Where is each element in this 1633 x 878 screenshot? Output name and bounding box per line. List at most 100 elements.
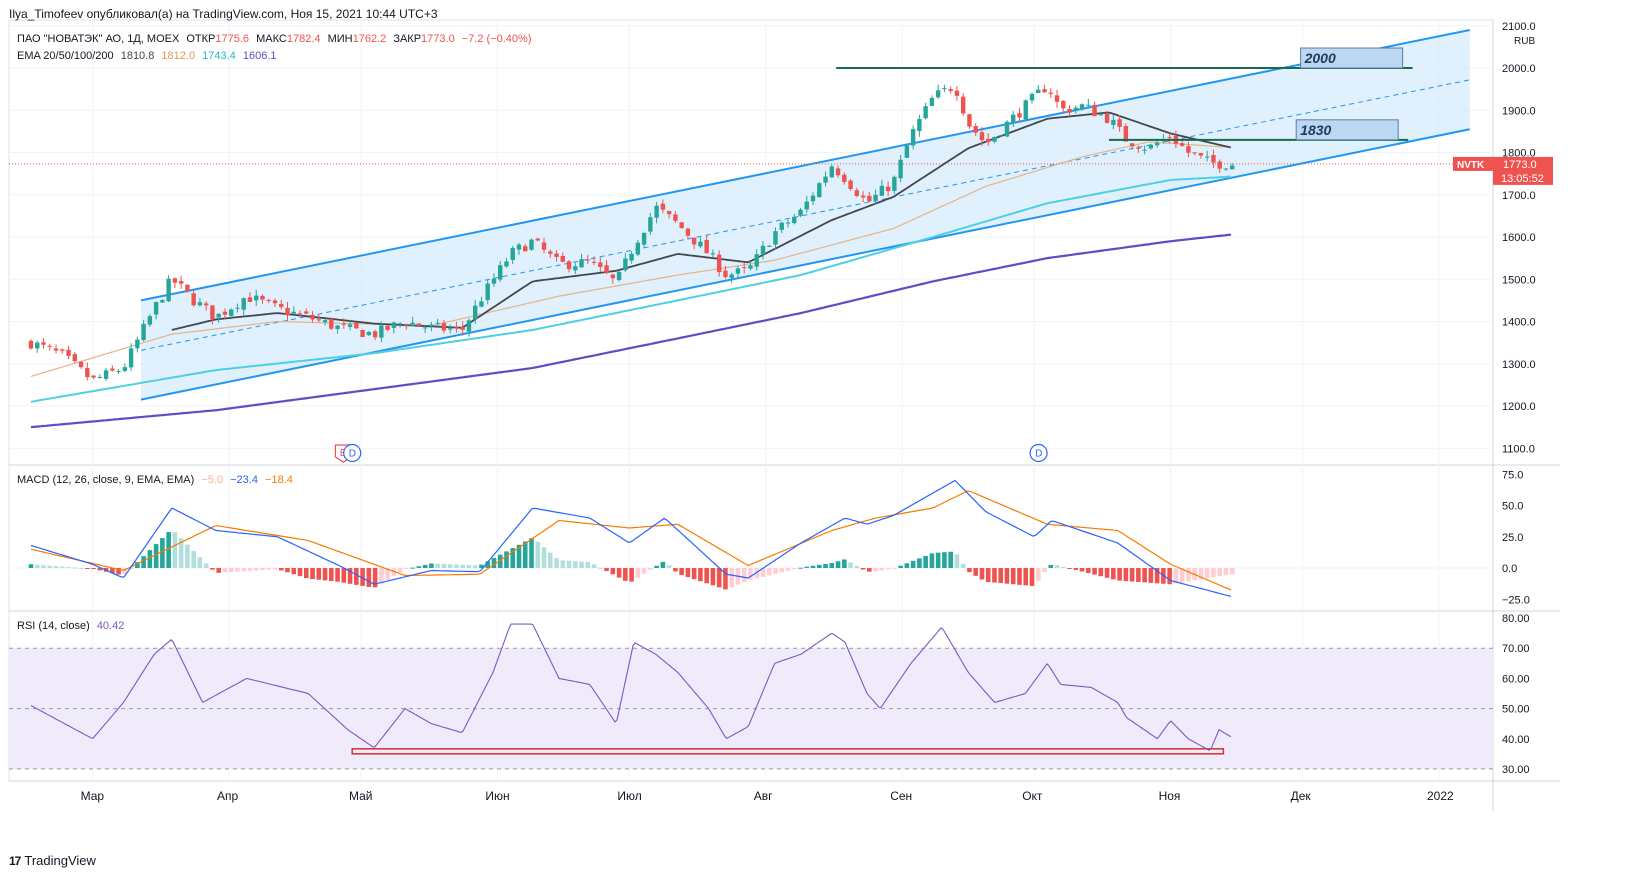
candle-body [998,135,1003,137]
macd-histogram-bar [160,538,165,568]
macd-histogram-bar [892,568,897,569]
candle [266,298,271,304]
macd-histogram-bar [1223,568,1229,576]
candle [1011,110,1016,128]
candle-body [523,246,528,252]
macd-histogram-bar [985,568,991,582]
candle-body [973,125,978,133]
candle-body [673,214,678,221]
macd-histogram-bar [848,562,853,568]
rsi-axis-label: 50.00 [1502,704,1530,716]
candle [153,301,159,320]
candle-body [141,323,146,341]
macd-axis-label: 25.0 [1502,532,1523,544]
macd-histogram-bar [654,565,659,568]
macd-histogram-bar [835,561,841,568]
candle-body [1136,147,1141,149]
candle [385,325,390,332]
dividend-marker-icon[interactable]: D [1029,443,1048,463]
candle-body [103,370,109,379]
candle [829,164,834,178]
symbol-legend[interactable]: ПАО "НОВАТЭК" АО, 1Д, MOEX ОТКР1775.6 МА… [17,33,535,45]
macd-axis-label: 0.0 [1502,563,1517,575]
macd-histogram-bar [34,564,40,568]
candle [1230,163,1235,170]
macd-histogram-bar [704,568,709,584]
macd-histogram-bar [316,568,322,580]
macd-histogram-bar [760,568,766,577]
candle [904,143,910,159]
candle-body [541,242,547,250]
candle [229,308,234,320]
level-box-1830 [1295,119,1399,141]
candle [1054,89,1060,108]
candle-body [1211,155,1216,163]
rsi-legend[interactable]: RSI (14, close) 40.42 [17,620,128,632]
macd-histogram-bar [535,541,541,568]
candle [548,249,553,259]
macd-histogram-bar [854,565,860,568]
macd-histogram-bar [116,568,121,575]
candle [748,261,753,271]
tradingview-brand[interactable]: 17 TradingView [9,853,96,868]
candle-body [979,132,985,141]
candle [103,368,109,381]
candle-body [435,322,440,324]
candle-body [1061,100,1066,109]
candle [673,211,678,224]
candle-body [1142,149,1147,151]
macd-histogram-bar [85,568,90,569]
candle-body [203,303,209,306]
macd-histogram-bar [1142,568,1147,583]
price-tag-value: 1773.0 [1503,159,1537,171]
macd-histogram-bar [147,550,153,568]
candle [773,227,778,250]
candle-body [422,327,428,329]
macd-histogram-bar [429,563,434,568]
candle-body [867,195,872,202]
macd-histogram-bar [341,568,347,583]
candle-body [229,309,234,316]
candle [1123,123,1129,142]
candle-body [1123,126,1129,142]
rsi-band-fill [9,648,1493,769]
ema-legend[interactable]: EMA 20/50/100/200 1810.8 1812.0 1743.4 1… [17,50,281,62]
candle [404,323,409,330]
candle [698,237,703,249]
dividend-marker-shape [1029,443,1048,463]
candle-body [1186,146,1191,153]
candle [923,102,928,120]
macd-histogram-bar [898,565,903,568]
last-price-tag: NVTK 1773.0 13:05:52 [1453,156,1553,185]
macd-axis-label: 75.0 [1502,469,1523,481]
candle-body [1036,89,1041,94]
candle [454,321,459,333]
macd-histogram-bar [41,565,46,568]
candle-body [685,228,691,236]
candle [960,92,966,116]
candle-body [241,298,246,310]
candle-body [466,320,472,332]
macd-histogram-bar [967,568,972,573]
candle [760,241,766,260]
candle [1104,111,1110,124]
candle [110,365,115,372]
candle-body [153,302,159,315]
candle-body [879,185,885,196]
candle [1079,103,1085,111]
candle [466,318,472,337]
candle-body [829,166,834,178]
candle-body [216,313,221,318]
macd-legend[interactable]: MACD (12, 26, close, 9, EMA, EMA) −5.0 −… [17,474,297,486]
rsi-line [30,623,1232,751]
macd-histogram-bar [504,551,509,568]
macd-histogram-bar [610,568,616,575]
candle [241,297,246,316]
candle-body [779,222,784,230]
candle [1223,168,1229,171]
macd-histogram-bar [541,547,547,568]
macd-histogram-bar [879,568,885,571]
dividend-marker-icon[interactable]: D [343,443,362,463]
macd-histogram-bar [1136,568,1141,582]
